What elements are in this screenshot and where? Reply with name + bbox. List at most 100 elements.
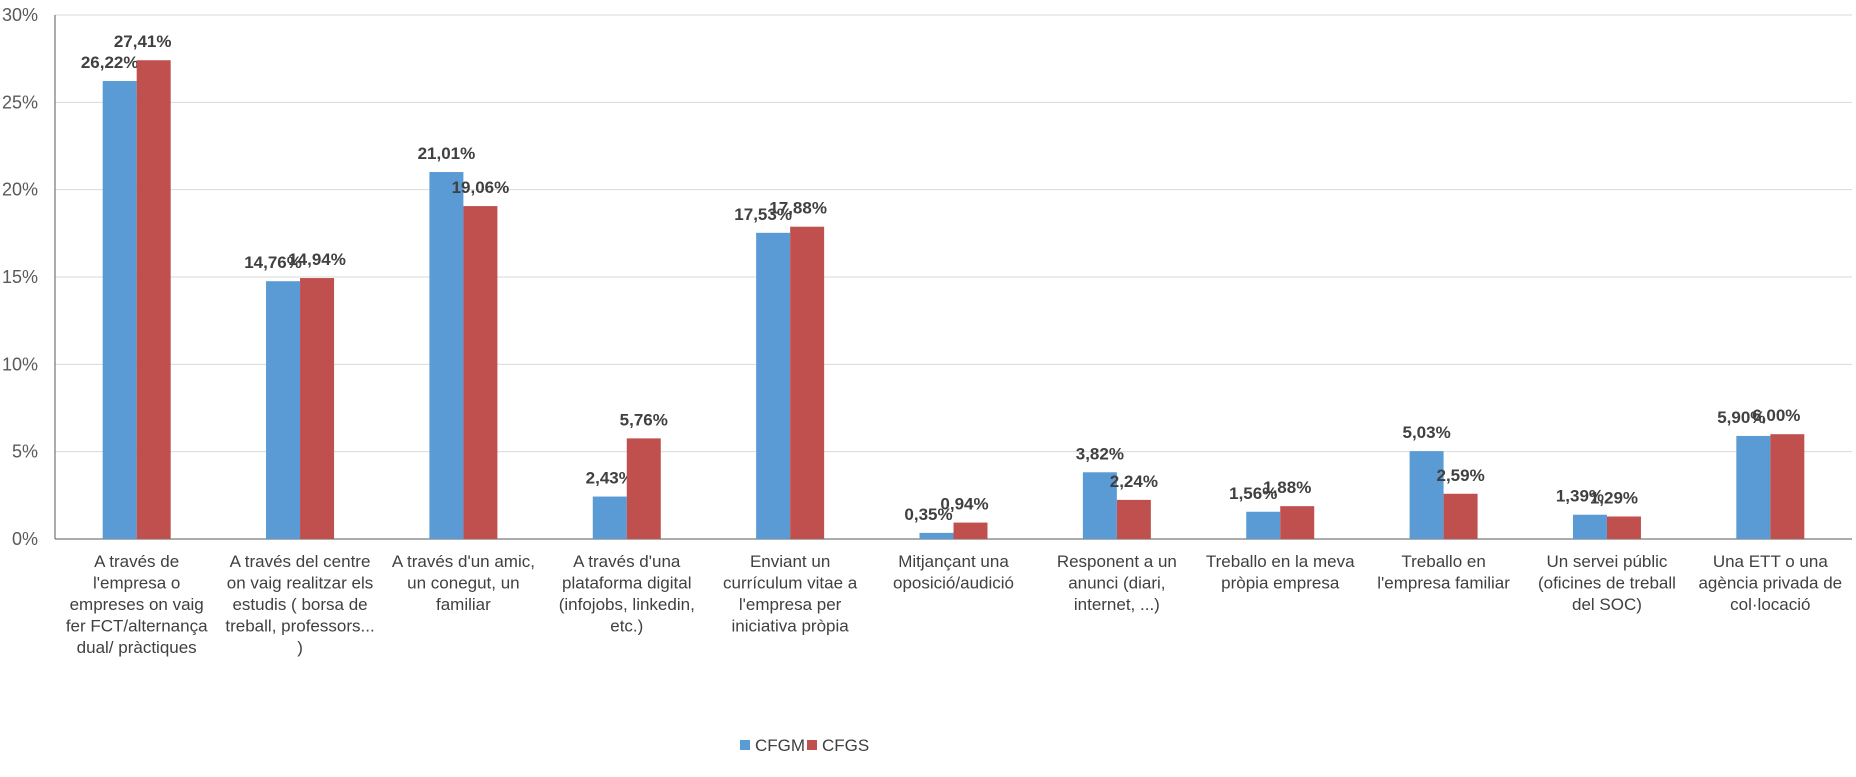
data-label: 6,00% bbox=[1752, 406, 1800, 425]
legend-label-cfgs: CFGS bbox=[822, 736, 869, 755]
bar-cfgs bbox=[1770, 434, 1805, 539]
x-tick-label-line: Responent a un bbox=[1057, 552, 1177, 571]
y-tick-label: 20% bbox=[2, 180, 38, 200]
x-tick-label-line: (oficines de treball bbox=[1538, 574, 1676, 593]
x-tick-label-line: A través d'un amic, bbox=[392, 552, 535, 571]
x-tick-label-line: treball, professors... bbox=[225, 617, 374, 636]
data-label: 5,03% bbox=[1402, 423, 1450, 442]
bar-cfgm bbox=[1082, 472, 1117, 539]
bar-cfgs bbox=[463, 206, 498, 539]
bar-cfgs bbox=[1116, 499, 1151, 539]
x-tick-label-line: l'empresa per bbox=[739, 595, 842, 614]
bar-cfgs bbox=[1443, 493, 1478, 539]
x-tick-label: Un servei públic (oficines de treball del … bbox=[1538, 552, 1676, 614]
y-tick-label: 5% bbox=[12, 442, 38, 462]
y-tick-label: 30% bbox=[2, 5, 38, 25]
data-label: 0,94% bbox=[940, 495, 988, 514]
x-tick-label-line: un conegut, un bbox=[407, 574, 519, 593]
bar-cfgm bbox=[1246, 511, 1281, 539]
x-tick-label: Treballo en la meva pròpia empresa bbox=[1206, 552, 1355, 593]
data-label: 14,94% bbox=[288, 250, 346, 269]
x-tick-label-line: empreses on vaig bbox=[70, 595, 204, 614]
x-tick-label: Mitjançant una oposició/audició bbox=[893, 552, 1014, 593]
x-tick-label-line: A través del centre bbox=[230, 552, 371, 571]
x-tick-label-line: on vaig realitzar els bbox=[227, 574, 373, 593]
x-tick-label-line: ) bbox=[297, 638, 303, 657]
data-label: 5,90% bbox=[1717, 408, 1765, 427]
data-label: 1,88% bbox=[1263, 478, 1311, 497]
bar-cfgs bbox=[300, 278, 335, 539]
bar-cfgs bbox=[1280, 506, 1315, 539]
data-label: 21,01% bbox=[418, 144, 476, 163]
x-tick-label-line: pròpia empresa bbox=[1221, 574, 1340, 593]
y-tick-label: 15% bbox=[2, 267, 38, 287]
data-label: 5,76% bbox=[620, 410, 668, 429]
x-tick-label-line: dual/ pràctiques bbox=[77, 638, 197, 657]
bar-cfgm bbox=[102, 81, 137, 540]
x-tick-label-line: Treballo en la meva bbox=[1206, 552, 1355, 571]
bar-cfgm bbox=[429, 172, 464, 539]
x-tick-label-line: l'empresa familiar bbox=[1377, 574, 1510, 593]
data-label: 2,24% bbox=[1110, 472, 1158, 491]
x-tick-label: Treballo en l'empresa familiar bbox=[1377, 552, 1510, 593]
x-tick-label: A través de l'empresa o empreses on vaig fe… bbox=[66, 552, 208, 657]
data-label: 2,59% bbox=[1436, 466, 1484, 485]
data-label: 26,22% bbox=[81, 53, 139, 72]
bar-cfgs bbox=[953, 522, 988, 539]
x-tick-label-line: etc.) bbox=[610, 617, 643, 636]
x-tick-label-line: del SOC) bbox=[1572, 595, 1642, 614]
x-tick-label-line: A través de bbox=[94, 552, 179, 571]
legend-swatch-cfgm bbox=[740, 740, 750, 750]
x-tick-label-line: Treballo en bbox=[1401, 552, 1485, 571]
x-tick-label-line: internet, ...) bbox=[1074, 595, 1160, 614]
x-tick-label-line: currículum vitae a bbox=[723, 574, 858, 593]
bar-cfgs bbox=[626, 438, 661, 539]
legend-swatch-cfgs bbox=[807, 740, 817, 750]
bar-cfgm bbox=[592, 496, 627, 539]
x-tick-label-line: Mitjançant una bbox=[898, 552, 1009, 571]
x-tick-label: A través d'una plataforma digital (infojob… bbox=[559, 552, 695, 636]
x-tick-label-line: col·locació bbox=[1730, 595, 1810, 614]
data-label: 2,43% bbox=[586, 469, 634, 488]
bar-cfgm bbox=[1409, 451, 1444, 539]
data-label: 27,41% bbox=[114, 32, 172, 51]
x-tick-label-line: (infojobs, linkedin, bbox=[559, 595, 695, 614]
x-tick-label-line: l'empresa o bbox=[93, 574, 180, 593]
bar-cfgm bbox=[919, 532, 954, 539]
data-label: 0,35% bbox=[904, 505, 952, 524]
x-tick-label: A través d'un amic, un conegut, un familia… bbox=[392, 552, 535, 614]
x-tick-label-line: Un servei públic bbox=[1546, 552, 1667, 571]
data-label: 1,29% bbox=[1590, 488, 1638, 507]
data-label: 1,56% bbox=[1229, 484, 1277, 503]
y-tick-label: 10% bbox=[2, 354, 38, 374]
bar-cfgm bbox=[756, 232, 791, 539]
x-tick-label-line: plataforma digital bbox=[562, 574, 691, 593]
bar-cfgs bbox=[790, 226, 825, 540]
x-tick-label-line: Enviant un bbox=[750, 552, 830, 571]
bar-cfgm bbox=[266, 281, 301, 539]
x-tick-label-line: familiar bbox=[436, 595, 491, 614]
x-tick-label-line: anunci (diari, bbox=[1068, 574, 1165, 593]
data-label: 19,06% bbox=[452, 178, 510, 197]
data-label: 17,88% bbox=[769, 199, 827, 218]
x-tick-label-line: estudis ( borsa de bbox=[232, 595, 367, 614]
bar-cfgm bbox=[1572, 514, 1607, 539]
x-tick-label-line: iniciativa pròpia bbox=[732, 617, 850, 636]
x-tick-label-line: fer FCT/alternança bbox=[66, 617, 208, 636]
x-tick-label-line: oposició/audició bbox=[893, 574, 1014, 593]
data-label: 3,82% bbox=[1076, 444, 1124, 463]
data-label: 1,39% bbox=[1556, 487, 1604, 506]
x-tick-label-line: A través d'una bbox=[573, 552, 681, 571]
x-tick-label-line: Una ETT o una bbox=[1713, 552, 1829, 571]
legend-label-cfgm: CFGM bbox=[755, 736, 805, 755]
x-tick-label-line: agència privada de bbox=[1698, 574, 1842, 593]
x-tick-label: Enviant un currículum vitae a l'empresa pe… bbox=[723, 552, 858, 636]
x-tick-label: Una ETT o una agència privada de col·locac… bbox=[1698, 552, 1842, 614]
bar-cfgm bbox=[1736, 435, 1771, 539]
data-label: 14,76% bbox=[244, 253, 302, 272]
y-tick-label: 0% bbox=[12, 529, 38, 549]
y-tick-label: 25% bbox=[2, 92, 38, 112]
x-tick-label: Responent a un anunci (diari, internet, ..… bbox=[1057, 552, 1177, 614]
